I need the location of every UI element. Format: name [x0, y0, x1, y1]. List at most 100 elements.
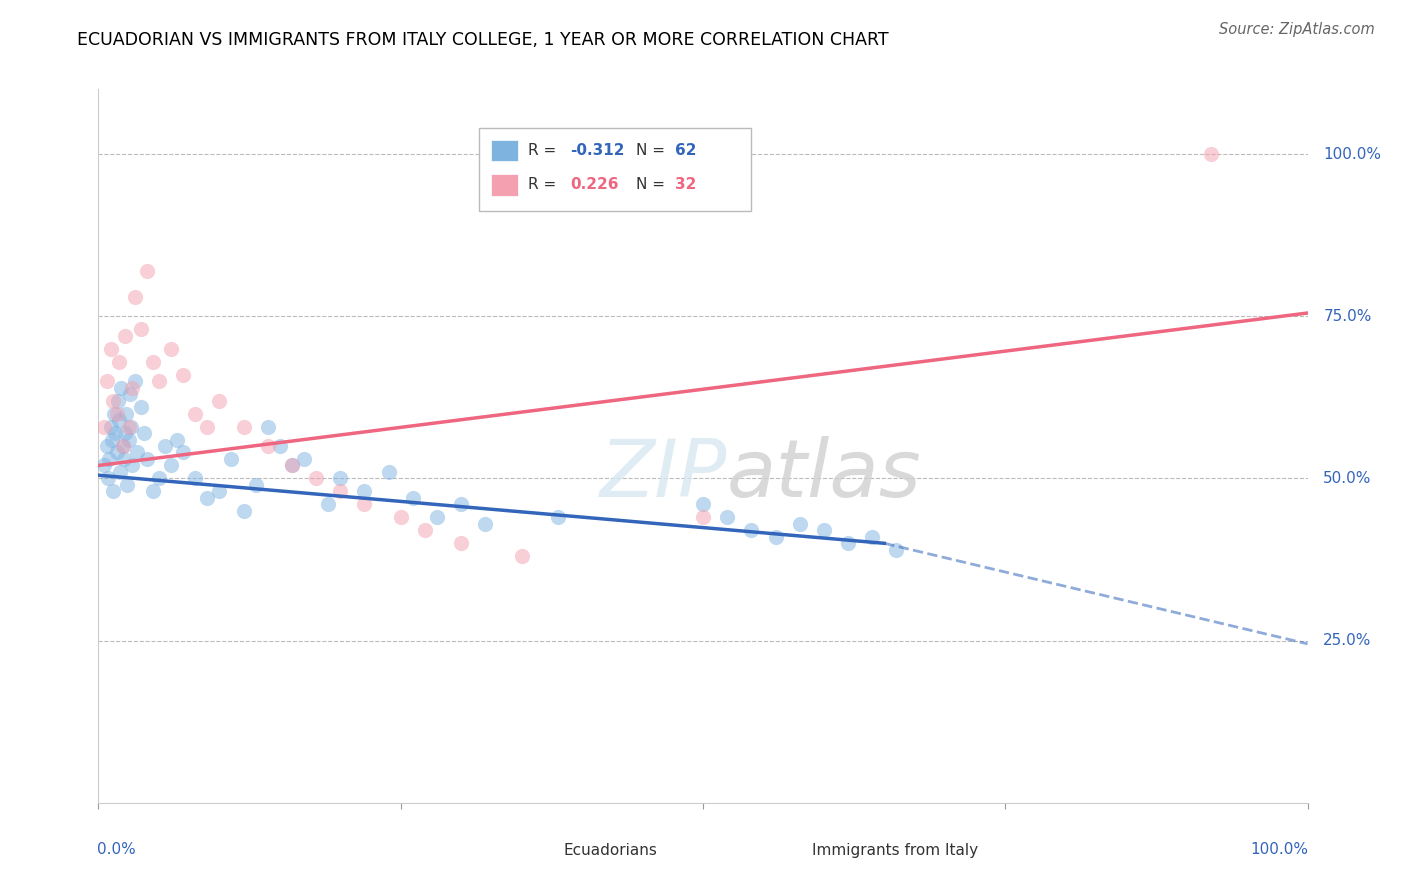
- Point: [232, 419, 254, 434]
- Point: [118, 433, 141, 447]
- Point: [166, 433, 188, 447]
- Text: 100.0%: 100.0%: [1251, 842, 1309, 857]
- Point: [114, 328, 136, 343]
- Text: Ecuadorians: Ecuadorians: [564, 843, 658, 858]
- Point: [281, 458, 304, 473]
- Point: [142, 484, 165, 499]
- Text: 62: 62: [675, 143, 697, 158]
- Point: [104, 425, 127, 440]
- Point: [426, 510, 449, 524]
- Point: [1199, 147, 1222, 161]
- Point: [108, 465, 131, 479]
- Text: R =: R =: [527, 143, 561, 158]
- Text: ZIP: ZIP: [600, 435, 727, 514]
- Point: [208, 484, 231, 499]
- Point: [353, 497, 375, 511]
- Point: [402, 491, 425, 505]
- Point: [160, 342, 183, 356]
- Point: [256, 439, 278, 453]
- Point: [789, 516, 811, 531]
- Point: [101, 484, 124, 499]
- Point: [510, 549, 533, 564]
- Point: [105, 407, 128, 421]
- Point: [160, 458, 183, 473]
- Point: [148, 471, 170, 485]
- Text: Source: ZipAtlas.com: Source: ZipAtlas.com: [1219, 22, 1375, 37]
- Point: [98, 452, 121, 467]
- Point: [100, 433, 122, 447]
- Point: [305, 471, 328, 485]
- Point: [813, 524, 835, 538]
- Point: [692, 497, 714, 511]
- Point: [547, 510, 569, 524]
- Point: [129, 400, 152, 414]
- Point: [114, 425, 136, 440]
- Point: [135, 452, 157, 467]
- Point: [117, 478, 139, 492]
- Point: [716, 510, 738, 524]
- Text: N =: N =: [637, 143, 671, 158]
- Point: [450, 497, 472, 511]
- Point: [93, 458, 115, 473]
- Point: [120, 419, 142, 434]
- Point: [329, 471, 352, 485]
- Text: 32: 32: [675, 178, 696, 193]
- Text: -0.312: -0.312: [569, 143, 624, 158]
- Point: [107, 393, 129, 408]
- Point: [692, 510, 714, 524]
- Point: [221, 452, 243, 467]
- Point: [124, 290, 146, 304]
- Point: [97, 471, 120, 485]
- Point: [292, 452, 315, 467]
- Point: [172, 445, 194, 459]
- Point: [316, 497, 339, 511]
- Point: [353, 484, 375, 499]
- Point: [450, 536, 472, 550]
- Point: [108, 354, 131, 368]
- Point: [135, 264, 157, 278]
- Point: [184, 471, 207, 485]
- Point: [886, 542, 908, 557]
- Point: [256, 419, 278, 434]
- FancyBboxPatch shape: [492, 174, 517, 195]
- Point: [93, 419, 115, 434]
- Point: [148, 374, 170, 388]
- Point: [474, 516, 496, 531]
- Point: [389, 510, 412, 524]
- Point: [96, 439, 118, 453]
- Point: [837, 536, 859, 550]
- Point: [100, 419, 122, 434]
- Point: [329, 484, 352, 499]
- Text: ECUADORIAN VS IMMIGRANTS FROM ITALY COLLEGE, 1 YEAR OR MORE CORRELATION CHART: ECUADORIAN VS IMMIGRANTS FROM ITALY COLL…: [77, 31, 889, 49]
- FancyBboxPatch shape: [534, 841, 558, 860]
- Text: 100.0%: 100.0%: [1323, 146, 1381, 161]
- Point: [765, 530, 787, 544]
- Point: [118, 419, 141, 434]
- Point: [118, 387, 141, 401]
- Text: R =: R =: [527, 178, 565, 193]
- Point: [105, 445, 128, 459]
- Point: [101, 393, 124, 408]
- Point: [115, 407, 138, 421]
- Point: [121, 381, 143, 395]
- Point: [413, 524, 436, 538]
- Point: [121, 458, 143, 473]
- Text: 0.0%: 0.0%: [97, 842, 136, 857]
- Point: [208, 393, 231, 408]
- Text: 75.0%: 75.0%: [1323, 309, 1372, 324]
- Point: [103, 407, 125, 421]
- Point: [108, 413, 131, 427]
- Point: [377, 465, 399, 479]
- FancyBboxPatch shape: [492, 140, 517, 161]
- Point: [195, 419, 218, 434]
- Point: [740, 524, 762, 538]
- Point: [127, 445, 149, 459]
- Point: [134, 425, 156, 440]
- Point: [232, 504, 254, 518]
- Point: [111, 439, 134, 453]
- Point: [184, 407, 207, 421]
- Point: [245, 478, 267, 492]
- Point: [153, 439, 176, 453]
- Point: [860, 530, 883, 544]
- Text: 0.226: 0.226: [569, 178, 619, 193]
